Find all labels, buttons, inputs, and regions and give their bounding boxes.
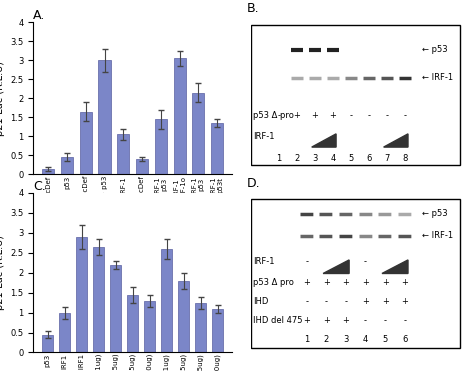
Text: +: + [382,278,389,287]
Text: 4: 4 [363,335,368,344]
Text: +: + [323,278,330,287]
Text: IHD del 475: IHD del 475 [253,316,303,325]
Text: 7: 7 [384,154,390,163]
Text: +: + [343,278,349,287]
Bar [80,112,92,174]
Text: -: - [385,111,388,120]
Text: 3: 3 [343,335,348,344]
Bar [61,157,73,174]
FancyBboxPatch shape [251,25,460,165]
Text: -: - [345,297,347,306]
Bar [211,123,223,174]
Text: +: + [311,111,319,120]
Text: ← IRF-1: ← IRF-1 [422,73,453,82]
Text: +: + [293,111,301,120]
Text: 3: 3 [312,154,318,163]
Bar [59,312,70,352]
Y-axis label: p21-Luc (R.L.U): p21-Luc (R.L.U) [0,61,5,136]
Text: IHD: IHD [253,297,269,306]
Text: -: - [364,257,367,266]
Text: 1: 1 [46,213,51,222]
Polygon shape [382,260,408,273]
Bar [173,58,186,174]
Bar [212,309,223,352]
Text: -: - [305,297,308,306]
FancyBboxPatch shape [251,199,460,348]
Text: D.: D. [247,177,261,190]
Bar [136,159,148,174]
Text: IRF-1: IRF-1 [253,257,275,266]
Text: ← p53: ← p53 [422,209,447,218]
Text: ← IRF-1: ← IRF-1 [422,232,453,240]
Bar [127,295,138,352]
Text: 1: 1 [276,154,282,163]
Text: C.: C. [33,180,46,193]
Text: -: - [277,111,281,120]
Text: 1: 1 [304,335,310,344]
Text: -: - [403,111,406,120]
Bar [99,60,111,174]
Text: +: + [401,297,408,306]
Text: -: - [383,316,387,325]
Bar [42,169,55,174]
Text: 3: 3 [83,213,89,222]
Text: 2: 2 [324,335,329,344]
Text: p53 Δ pro: p53 Δ pro [253,278,294,287]
Text: 6: 6 [366,154,372,163]
Text: -: - [305,257,308,266]
Text: -: - [364,316,367,325]
Text: +: + [382,297,389,306]
Text: 9: 9 [196,213,201,222]
Text: +: + [329,111,337,120]
Y-axis label: p21-Luc (R.L.U): p21-Luc (R.L.U) [0,235,5,310]
Text: A.: A. [33,9,46,22]
Bar [178,281,189,352]
Text: 6: 6 [139,213,145,222]
Text: -: - [325,297,328,306]
Text: 8: 8 [402,154,408,163]
Polygon shape [323,260,349,273]
Text: 8: 8 [177,213,182,222]
Text: p53 Δ pro: p53 Δ pro [253,111,294,120]
Polygon shape [383,134,408,147]
Text: +: + [303,316,310,325]
Polygon shape [312,134,336,147]
Text: +: + [362,278,369,287]
Text: -: - [403,316,406,325]
Text: 10: 10 [212,213,222,222]
Bar [76,237,87,352]
Text: 4: 4 [102,213,107,222]
Text: 2: 2 [294,154,300,163]
Text: 7: 7 [158,213,164,222]
Text: +: + [323,316,330,325]
Bar [42,335,53,352]
Bar [192,93,204,174]
Bar [161,249,172,352]
Bar [117,134,129,174]
Text: +: + [401,278,408,287]
Bar [110,265,121,352]
Text: -: - [349,111,352,120]
Bar [144,301,155,352]
Text: +: + [362,297,369,306]
Text: ← p53: ← p53 [422,45,447,54]
Bar [195,303,206,352]
Text: IRF-1: IRF-1 [253,132,275,141]
Text: B.: B. [247,3,260,16]
Text: 5: 5 [121,213,126,222]
Text: 2: 2 [64,213,70,222]
Text: 5: 5 [348,154,354,163]
Text: +: + [343,316,349,325]
Text: 4: 4 [330,154,336,163]
Text: +: + [303,278,310,287]
Text: 5: 5 [383,335,388,344]
Text: -: - [367,111,370,120]
Bar [155,119,167,174]
Text: 6: 6 [402,335,408,344]
Bar [93,247,104,352]
